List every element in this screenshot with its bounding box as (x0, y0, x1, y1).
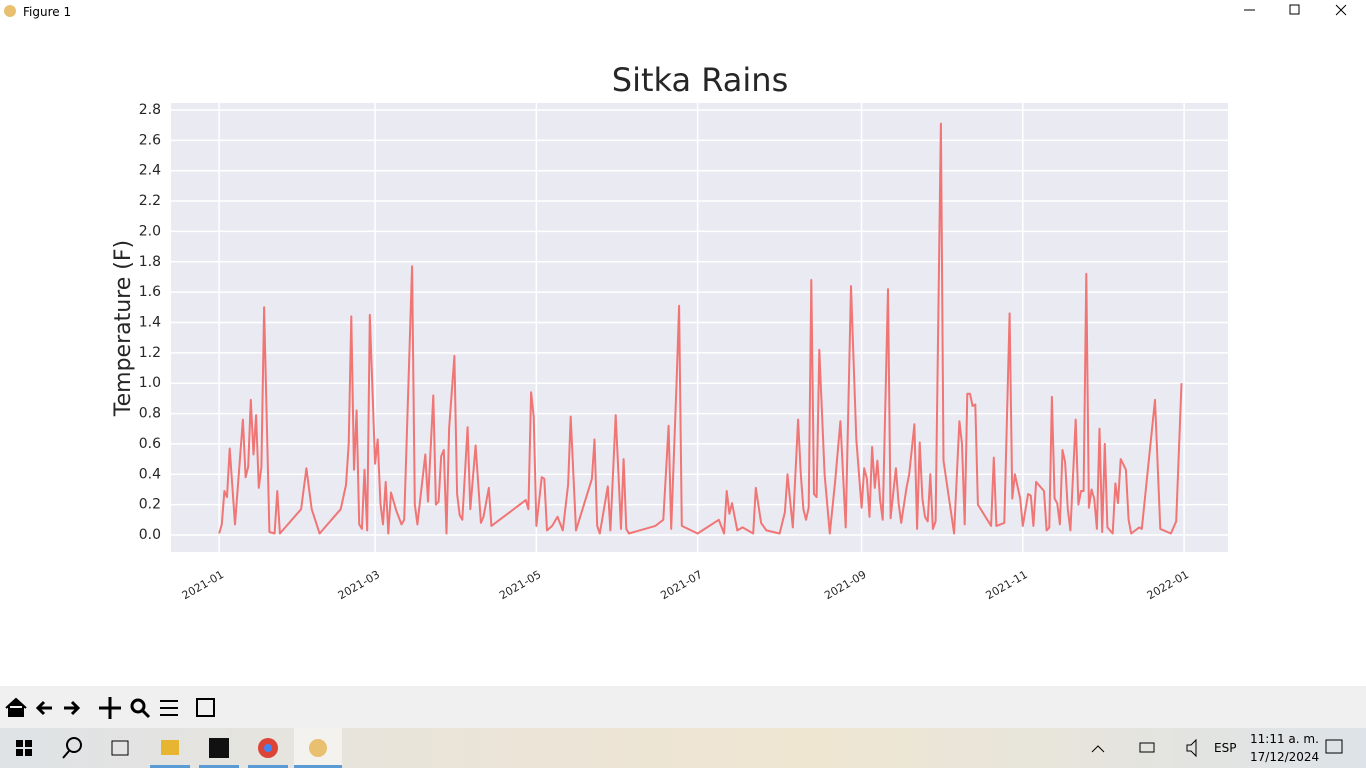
zoom-button[interactable] (130, 698, 151, 719)
y-tick-label: 1.4 (139, 314, 161, 330)
data-line (218, 122, 1183, 535)
y-tick-label: 2.6 (139, 132, 161, 148)
y-tick-label: 0.6 (139, 436, 161, 452)
y-tick-label: 0.2 (139, 497, 161, 513)
y-tick-label: 0.8 (139, 406, 161, 422)
pan-button[interactable] (99, 697, 121, 719)
save-button[interactable] (196, 698, 215, 717)
x-tick-label: 2021-03 (336, 568, 382, 602)
clock-time[interactable]: 11:11 a. m. (1250, 732, 1319, 746)
y-tick-label: 2.4 (139, 163, 161, 179)
forward-button[interactable] (64, 700, 81, 716)
app-icon (4, 5, 16, 17)
start-button[interactable] (16, 740, 32, 756)
task-view-button[interactable] (111, 740, 129, 756)
volume-icon[interactable] (1186, 738, 1197, 758)
x-tick-label: 2021-01 (180, 568, 226, 602)
tray-expand[interactable] (1091, 745, 1105, 753)
notifications-button[interactable] (1325, 739, 1343, 754)
app-indicator (248, 765, 288, 768)
y-tick-label: 1.8 (139, 254, 161, 270)
python-app[interactable] (309, 739, 327, 757)
toolbar (0, 686, 1366, 728)
chart: Sitka Rains Temperature (F) 0.0 0.2 0.4 0.6… (111, 61, 1228, 602)
pycharm-app[interactable] (209, 738, 229, 758)
y-tick-label: 2.2 (139, 193, 161, 209)
y-tick-label: 0.4 (139, 466, 161, 482)
taskbar-icons (16, 728, 1343, 768)
close-button[interactable] (1335, 4, 1347, 16)
app-indicator (294, 765, 342, 768)
back-button[interactable] (35, 700, 52, 716)
search-button[interactable] (62, 737, 82, 759)
configure-button[interactable] (160, 700, 178, 716)
title-bar: Figure 1 (0, 0, 1366, 24)
home-button[interactable] (5, 697, 27, 717)
explorer-app[interactable] (161, 740, 179, 755)
x-tick-label: 2021-07 (658, 568, 704, 602)
x-tick-label: 2022-01 (1145, 568, 1191, 602)
x-tick-label: 2021-05 (497, 568, 543, 602)
app-indicator (150, 765, 190, 768)
window-title: Figure 1 (23, 5, 72, 19)
clock-date[interactable]: 17/12/2024 (1250, 750, 1320, 764)
y-tick-label: 1.2 (139, 345, 161, 361)
taskbar: ESP 11:11 a. m. 17/12/2024 (0, 728, 1366, 768)
y-axis-label: Temperature (F) (111, 240, 136, 417)
language-indicator[interactable]: ESP (1214, 741, 1237, 755)
app-indicator (199, 765, 239, 768)
title-bar-graphics (4, 4, 1347, 17)
y-tick-label: 1.6 (139, 284, 161, 300)
battery-icon[interactable] (1139, 742, 1155, 753)
restore-button[interactable] (1289, 4, 1300, 15)
chart-title: Sitka Rains (612, 61, 788, 99)
y-tick-label: 1.0 (139, 375, 161, 391)
y-tick-label: 0.0 (139, 527, 161, 543)
chrome-center (264, 744, 272, 752)
y-tick-label: 2.8 (139, 102, 161, 118)
x-tick-label: 2021-11 (984, 568, 1030, 602)
toolbar-icons (5, 697, 215, 719)
y-tick-label: 2.0 (139, 223, 161, 239)
x-tick-label: 2021-09 (822, 568, 868, 602)
